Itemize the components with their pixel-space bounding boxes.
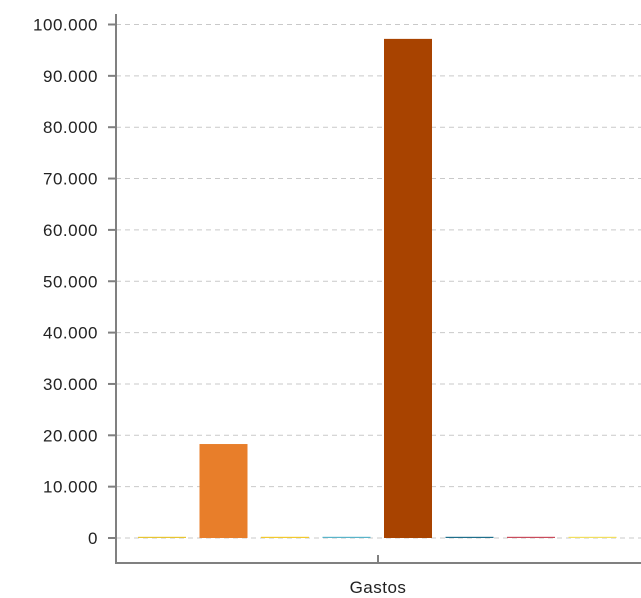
bars [138, 38, 617, 539]
bar-series-3 [261, 536, 309, 538]
y-tick-label: 70.000 [43, 170, 98, 189]
bar-series-7 [507, 536, 555, 538]
bar-series-8 [568, 536, 617, 538]
tick-labels: 0 10.000 20.000 30.000 40.000 50.000 60.000 70.… [33, 16, 406, 598]
grid-lines [116, 24, 641, 539]
y-tick-label: 20.000 [43, 426, 98, 445]
y-tick-label: 40.000 [43, 324, 98, 343]
y-tick-label: 10.000 [43, 478, 98, 497]
y-tick-label: 100.000 [33, 16, 98, 35]
y-tick-label: 80.000 [43, 118, 98, 137]
bar-series-6 [445, 536, 494, 538]
bar-series-5 [384, 38, 432, 539]
bar-series-2 [199, 444, 248, 538]
y-tick-label: 90.000 [43, 67, 98, 86]
axes [108, 14, 641, 564]
y-tick-label: 50.000 [43, 272, 98, 291]
bar-series-4 [322, 536, 371, 538]
y-tick-label: 0 [88, 529, 98, 548]
y-tick-label: 30.000 [43, 375, 98, 394]
y-tick-label: 60.000 [43, 221, 98, 240]
bar-series-1 [138, 536, 186, 538]
x-category-label: Gastos [350, 578, 407, 597]
